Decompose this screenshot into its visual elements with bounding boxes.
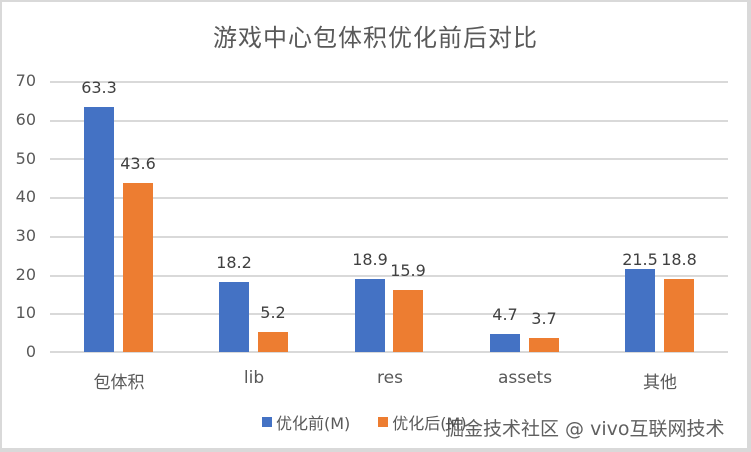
gridline <box>50 235 728 238</box>
watermark: 掘金技术社区 @ vivo互联网技术 <box>445 418 725 440</box>
y-tick: 40 <box>15 187 36 206</box>
y-tick: 0 <box>25 342 36 361</box>
legend-item-before: 优化前(M) <box>262 410 350 434</box>
bar-after-other <box>664 279 694 352</box>
y-tick: 60 <box>15 110 36 129</box>
bar-before-res <box>355 279 385 352</box>
value-label: 63.3 <box>81 78 117 97</box>
bar-after-bao <box>123 183 153 352</box>
y-tick: 70 <box>15 71 36 90</box>
gridline <box>50 197 728 200</box>
bar-after-lib <box>258 332 288 352</box>
bar-before-other <box>625 269 655 352</box>
bar-after-res <box>393 290 423 352</box>
x-category-label: 其他 <box>643 373 677 393</box>
bar-before-assets <box>490 334 520 352</box>
legend: 优化前(M) 优化后(M) <box>262 410 467 434</box>
legend-label: 优化前(M) <box>276 414 351 433</box>
x-category-label: 包体积 <box>93 373 145 393</box>
y-tick: 10 <box>15 303 36 322</box>
legend-swatch-blue-icon <box>262 417 272 427</box>
gridline <box>50 313 728 316</box>
bar-after-assets <box>529 338 559 352</box>
legend-swatch-orange-icon <box>378 417 389 427</box>
legend-item-after: 优化后(M) <box>378 410 467 434</box>
value-label: 15.9 <box>390 261 426 280</box>
x-category-label: assets <box>497 368 553 388</box>
x-category-label: lib <box>243 368 265 388</box>
bar-before-lib <box>219 282 249 352</box>
gridline <box>50 119 728 122</box>
y-tick: 50 <box>15 149 36 168</box>
value-label: 21.5 <box>622 250 658 269</box>
gridline <box>50 274 728 277</box>
y-tick: 20 <box>15 265 36 284</box>
value-label: 3.7 <box>531 309 557 328</box>
value-label: 5.2 <box>260 303 286 322</box>
value-label: 4.7 <box>492 305 518 324</box>
gridline <box>50 81 728 83</box>
value-label: 43.6 <box>120 154 156 173</box>
x-axis-line <box>50 351 728 353</box>
plot-area <box>50 81 728 353</box>
legend-label: 优化后(M) <box>392 414 467 433</box>
gridline <box>50 158 728 161</box>
bar-before-bao <box>84 107 114 352</box>
value-label: 18.2 <box>216 253 252 272</box>
chart-title: 游戏中心包体积优化前后对比 <box>213 24 538 52</box>
y-tick: 30 <box>15 226 36 245</box>
value-label: 18.8 <box>661 250 697 269</box>
value-label: 18.9 <box>352 250 388 269</box>
x-category-label: res <box>377 368 403 388</box>
